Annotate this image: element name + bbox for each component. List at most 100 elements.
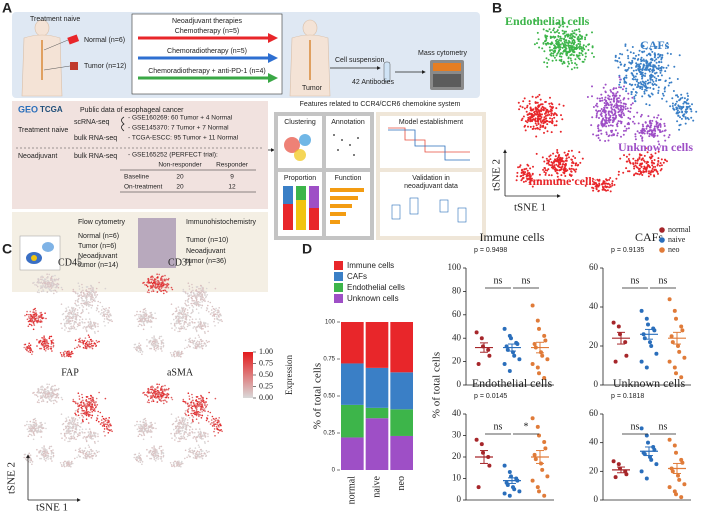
cell-point [532,125,535,128]
cell-point [577,42,580,45]
cell-point [519,105,522,108]
cell-point [667,136,670,139]
cell-point [611,108,614,111]
cell-point [215,307,217,310]
cell-point [41,385,43,388]
cell-point [76,304,78,307]
cell-point [567,42,570,44]
cell-point [91,399,93,402]
cell-point [63,354,65,357]
cell-point [104,397,107,400]
cell-point [88,326,91,328]
label: Tumor (n=12) [84,63,126,70]
cell-point [552,29,555,32]
cell-point [67,330,69,333]
cell-point [206,294,209,296]
cell-point [573,66,576,69]
cell-point [60,396,63,399]
cell-point [196,413,199,415]
cell-point [94,404,96,406]
cell-point [63,428,65,431]
cell-point [637,67,640,70]
cell-point [75,402,77,405]
cell-point [179,323,181,325]
cell-point [534,127,537,130]
cell-point [525,167,528,170]
tsne-axis [503,149,561,198]
cell-point [84,337,87,339]
cell-point [612,100,615,103]
cell-point [559,37,562,40]
cell-point [29,459,31,462]
cell-point [95,345,97,348]
cell-point [40,313,42,316]
cell-point [97,414,99,417]
cell-point [85,412,88,414]
cell-point [645,47,648,50]
cell-point [630,91,633,93]
cell-point [71,427,73,430]
cell-point [137,325,140,328]
cell-point [658,164,661,167]
label: Annotation [331,119,365,126]
cell-point [165,286,167,289]
cell-point [103,430,105,433]
cell-point [92,345,94,347]
cell-point [205,287,208,290]
cell-point [578,28,580,31]
cell-point [182,325,185,327]
cell-point [207,414,209,417]
cell-point [546,130,549,133]
mini-panel [326,116,370,168]
cell-point [29,310,32,313]
cell-point [83,435,86,438]
cell-point [641,129,644,132]
cell-point [93,408,96,410]
cell-point [74,423,77,425]
cell-point [634,159,637,162]
cell-point [563,45,565,48]
cell-point [162,278,164,281]
cell-point [158,391,160,394]
cell-point [195,413,197,416]
cell-point [192,306,195,308]
cell-point [139,310,142,313]
cell-point [154,397,157,399]
cell-point [57,393,60,396]
cell-point [197,422,200,424]
cell-point [169,352,172,354]
therapy-box [131,13,283,95]
cell-point [675,94,677,97]
cell-point [546,62,549,64]
cell-point [662,161,665,164]
cluster-label: Immune cells [528,174,597,188]
cell-point [147,388,149,391]
cell-point [182,400,184,403]
cell-point [162,284,165,286]
cell-point [600,122,603,125]
cell-point [82,310,84,313]
label: Normal (n=6) [84,37,125,44]
cell-point [607,139,610,142]
cell-point [575,63,578,66]
cell-point [82,322,84,324]
cell-point [651,50,654,53]
cell-point [93,298,96,300]
cell-point [76,309,79,311]
cell-point [612,87,615,90]
cell-point [48,383,50,386]
cell-point [559,178,562,181]
cell-point [184,412,186,415]
cell-point [639,62,642,65]
cell-point [29,420,32,423]
cell-point [526,178,529,181]
label: Chemotherapy (n=5) [175,28,239,35]
cell-point [176,355,178,357]
cell-point [178,320,180,323]
cell-point [62,461,65,464]
cell-point [529,125,532,128]
cell-point [639,134,642,137]
cell-point [191,298,193,300]
cell-point [167,396,170,399]
cell-point [655,45,658,48]
